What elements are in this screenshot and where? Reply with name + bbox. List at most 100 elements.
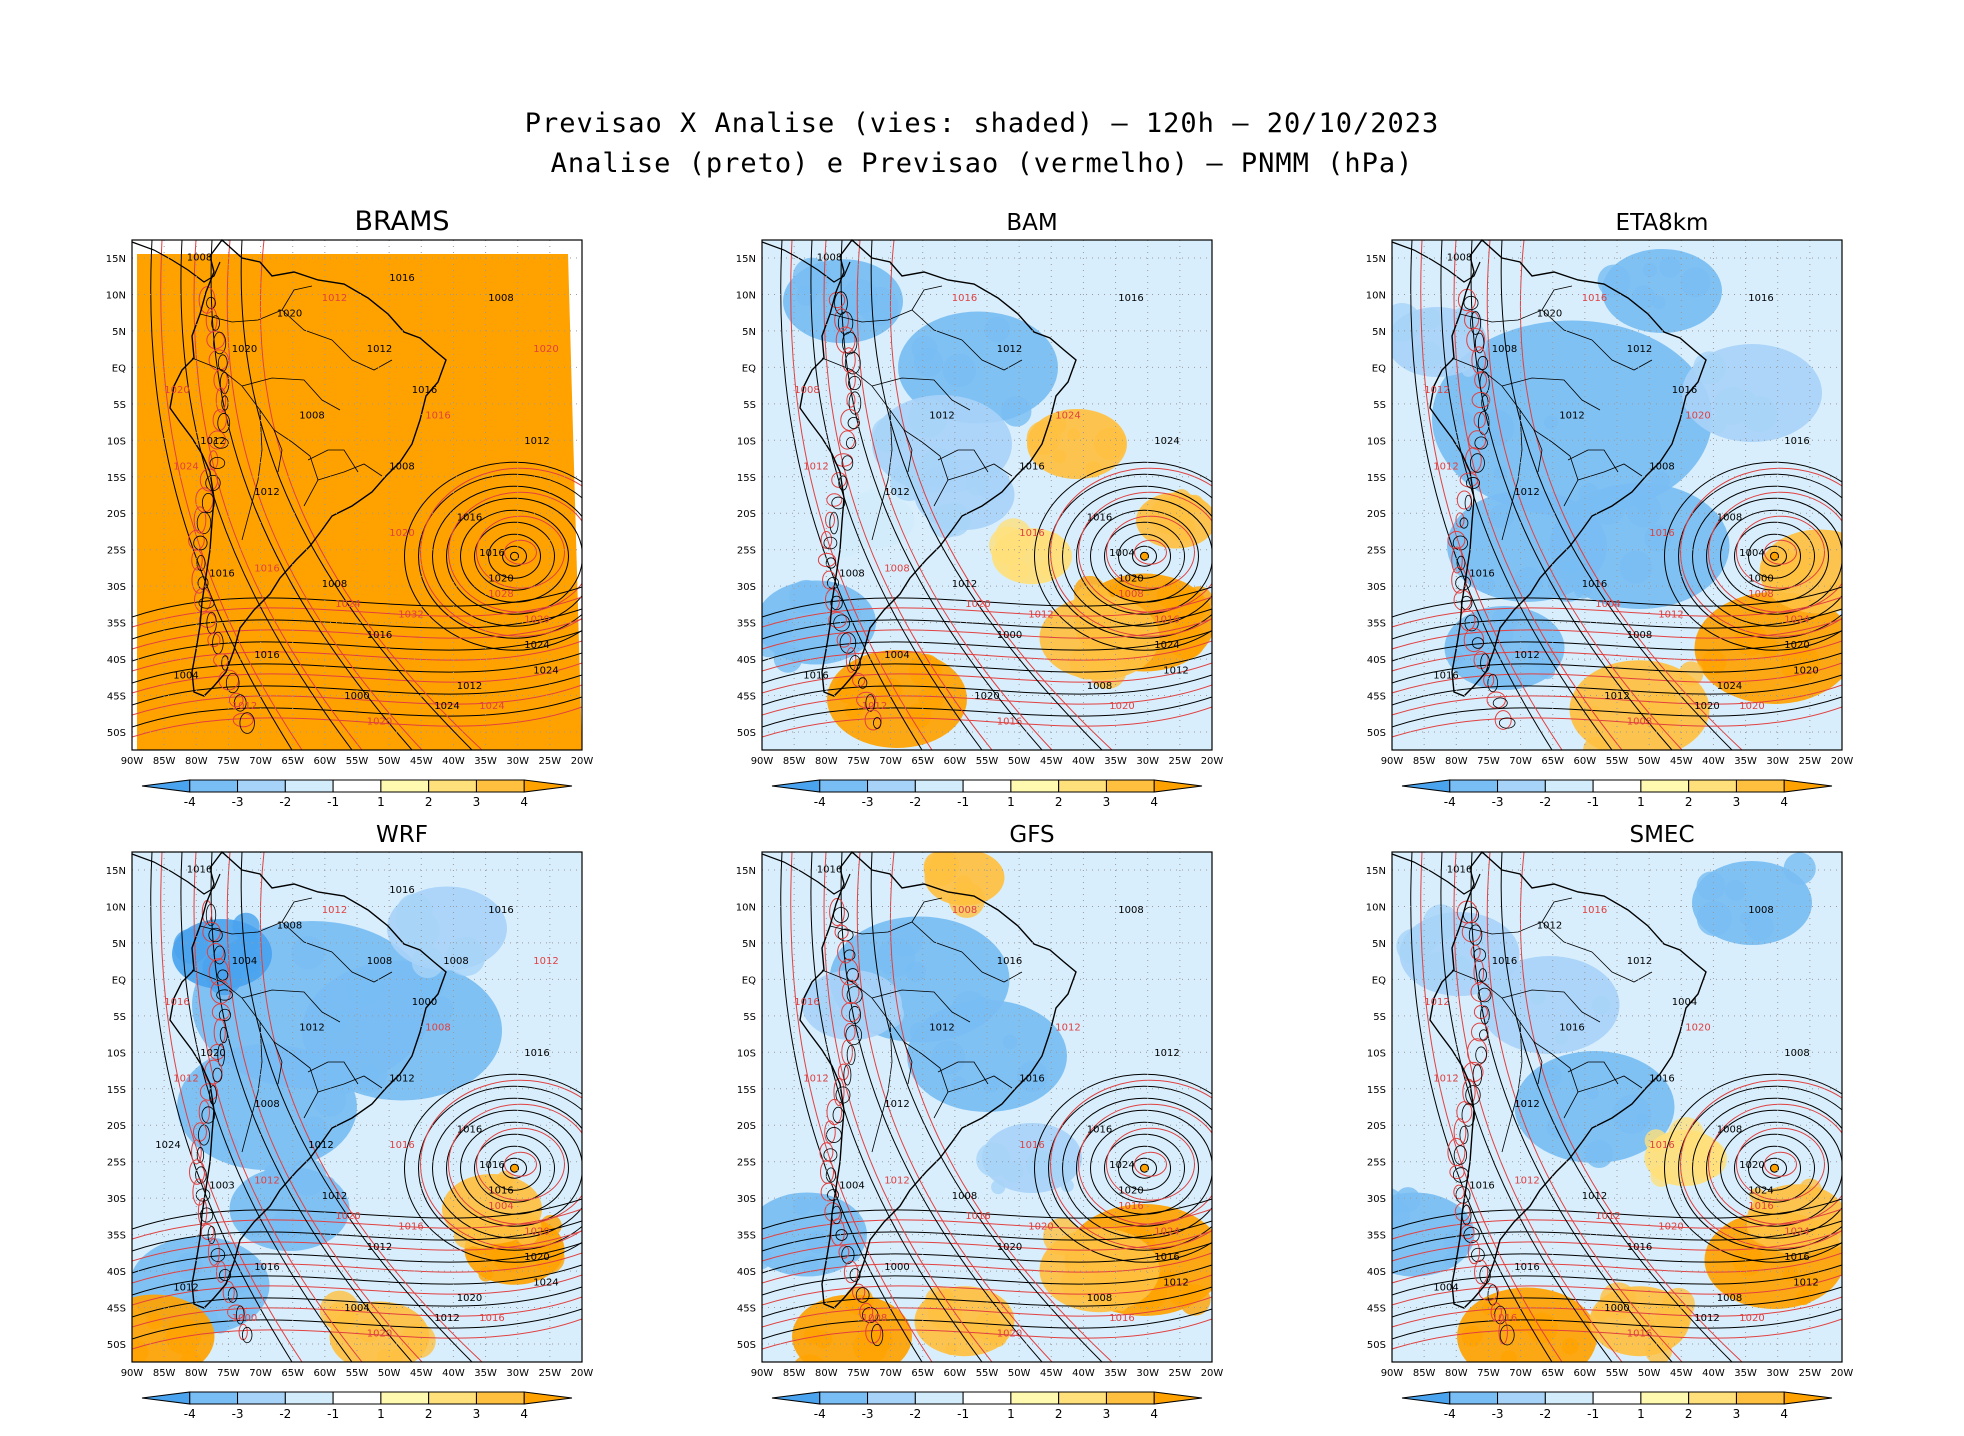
lat-tick-label: 5N xyxy=(112,327,126,338)
analysis-isobar xyxy=(762,1242,1212,1274)
lon-tick-label: 50W xyxy=(1638,756,1661,767)
forecast-isobar xyxy=(1736,515,1825,589)
lon-tick-label: 25W xyxy=(1799,756,1822,767)
forecast-isobar-label: 1012 xyxy=(884,1176,909,1187)
lat-tick-label: 45S xyxy=(737,692,756,703)
forecast-isobar-label: 1012 xyxy=(862,701,887,712)
lon-tick-label: 20W xyxy=(1201,1368,1224,1379)
colorbar-tick-label: 4 xyxy=(1150,795,1158,809)
analysis-isobar-label: 1016 xyxy=(457,513,482,524)
colorbar: -4 -3 -2 -1 1 2 3 4 xyxy=(1401,1391,1833,1421)
analysis-isobar xyxy=(1475,1046,1487,1064)
bias-field xyxy=(762,240,1212,750)
analysis-isobar-label: 1008 xyxy=(277,921,302,932)
analysis-isobar xyxy=(1762,545,1787,567)
analysis-isobar-label: 1020 xyxy=(232,344,257,355)
forecast-isobar xyxy=(762,1208,1212,1240)
analysis-isobar-label: 1016 xyxy=(1748,293,1773,304)
forecast-isobar xyxy=(132,640,582,672)
analysis-isobar xyxy=(762,630,1212,662)
forecast-isobar xyxy=(1392,596,1842,628)
analysis-isobar-label: 1016 xyxy=(488,905,513,916)
analysis-isobar-label: 1012 xyxy=(1582,1191,1607,1202)
analysis-isobar xyxy=(1499,1324,1515,1346)
forecast-isobar xyxy=(833,1078,845,1106)
bias-patch xyxy=(981,1072,1001,1093)
panel-bam: BAM 1008 1016 1012 1012 1016 1012 1016 1024 1012… xyxy=(712,210,1352,820)
colorbar-tick-label: -2 xyxy=(279,1407,291,1421)
lon-tick-label: 80W xyxy=(185,756,208,767)
analysis-isobar-label: 1012 xyxy=(367,1242,392,1253)
colorbar-swatch xyxy=(1010,1391,1060,1405)
analysis-isobar-label: 1004 xyxy=(1739,548,1764,559)
bias-patch xyxy=(1036,531,1064,560)
bias-field xyxy=(1392,240,1842,750)
forecast-isobar xyxy=(852,672,866,688)
analysis-isobar-label: 1012 xyxy=(1604,691,1629,702)
colorbar-arrow-low xyxy=(141,779,191,793)
forecast-isobar xyxy=(1464,447,1482,473)
bias-patch xyxy=(1067,428,1080,442)
analysis-isobar xyxy=(218,1008,231,1022)
bias-field xyxy=(762,852,1212,1362)
lat-tick-label: 5S xyxy=(113,1012,126,1023)
bias-patch xyxy=(1530,989,1546,1005)
analysis-isobar xyxy=(488,533,541,579)
analysis-isobar-label: 1016 xyxy=(1019,462,1044,473)
colorbar-tick-label: -2 xyxy=(279,795,291,809)
analysis-isobar xyxy=(1734,521,1815,591)
bias-patch xyxy=(237,949,261,974)
lon-tick-label: 40W xyxy=(1072,756,1095,767)
forecast-isobar xyxy=(1392,684,1842,716)
panel-gfs: GFS 1016 1008 1016 1012 1016 1012 1016 1012 1008… xyxy=(712,822,1352,1432)
bias-patch xyxy=(1741,396,1778,432)
forecast-isobar xyxy=(198,1100,210,1124)
colorbar-tick-label: -4 xyxy=(1444,795,1456,809)
bias-patch xyxy=(1450,651,1464,665)
analysis-isobar-label: 1012 xyxy=(434,1313,459,1324)
bias-patch xyxy=(1749,1187,1765,1203)
colorbar-tick-label: -3 xyxy=(1492,795,1504,809)
lon-tick-label: 55W xyxy=(1606,756,1629,767)
lon-tick-label: 70W xyxy=(249,1368,272,1379)
lon-tick-label: 20W xyxy=(1831,756,1854,767)
south-america-coastline xyxy=(169,238,447,697)
forecast-isobar xyxy=(1498,1319,1508,1345)
forecast-isobar xyxy=(207,632,221,648)
colorbar-arrow-high xyxy=(523,1391,573,1405)
analysis-isobar-label: 1000 xyxy=(412,997,437,1008)
bias-patch xyxy=(1526,640,1554,668)
analysis-isobar-label: 1020 xyxy=(457,1293,482,1304)
lon-tick-label: 25W xyxy=(1799,1368,1822,1379)
analysis-isobar xyxy=(195,1166,207,1184)
analysis-isobar-label: 1000 xyxy=(997,630,1022,641)
central-america-coastline xyxy=(761,241,851,283)
bias-patch xyxy=(845,701,863,720)
forecast-isobar xyxy=(132,596,582,628)
bias-patch xyxy=(1745,912,1774,941)
forecast-isobar xyxy=(1680,1079,1842,1249)
bias-patch xyxy=(1599,1282,1637,1320)
analysis-isobar-label: 1012 xyxy=(1793,1278,1818,1289)
country-border xyxy=(281,285,313,311)
analysis-isobar xyxy=(1453,1145,1468,1165)
analysis-isobar xyxy=(196,511,212,535)
lon-tick-label: 90W xyxy=(121,1368,144,1379)
lat-tick-label: 45S xyxy=(107,692,126,703)
bias-patch xyxy=(831,1009,849,1027)
colorbar-swatch xyxy=(237,1391,286,1405)
lon-tick-label: 85W xyxy=(1413,756,1436,767)
forecast-isobar-label: 1008 xyxy=(794,385,819,396)
forecast-isobar xyxy=(762,1252,1212,1284)
analysis-isobar-label: 1012 xyxy=(254,487,279,498)
forecast-isobar xyxy=(132,1274,582,1306)
analysis-isobar xyxy=(217,413,231,433)
lat-tick-label: 40S xyxy=(737,655,756,666)
forecast-isobar xyxy=(1392,1208,1842,1240)
forecast-isobar-label: 1016 xyxy=(398,1221,423,1232)
colorbar-tick-label: 3 xyxy=(1733,1407,1741,1421)
forecast-isobar xyxy=(197,1198,208,1226)
analysis-isobar xyxy=(205,903,217,927)
analysis-isobar xyxy=(404,1073,582,1263)
forecast-isobar xyxy=(1463,627,1485,653)
